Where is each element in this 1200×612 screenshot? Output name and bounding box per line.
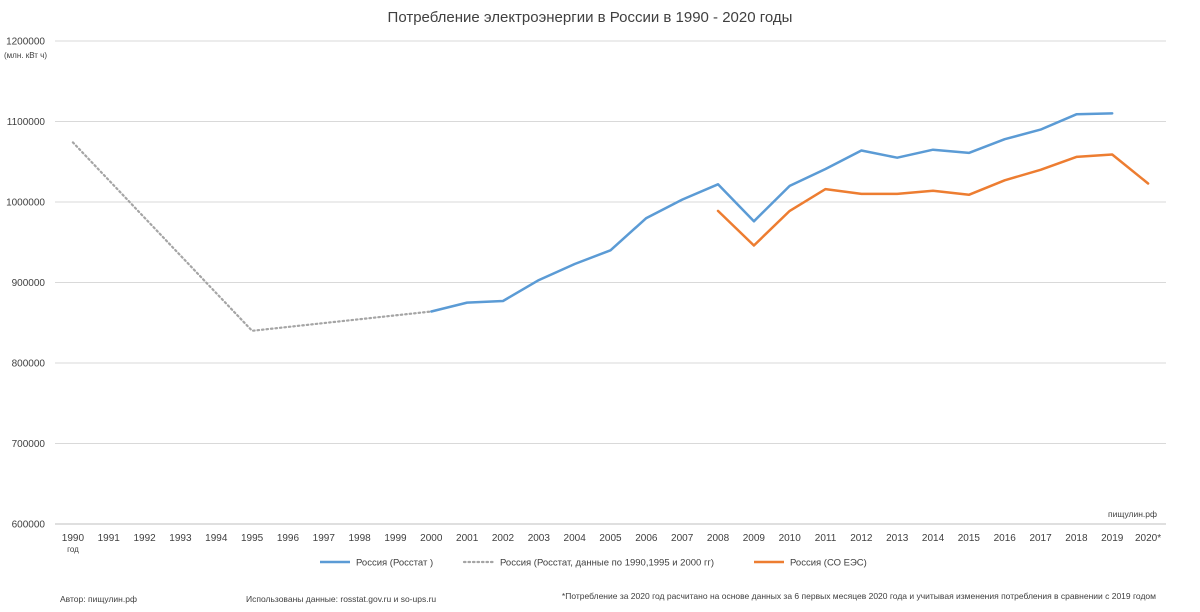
y-tick-label: 900000: [12, 278, 46, 289]
x-tick-label: 2013: [886, 533, 909, 544]
legend-label: Россия (Росстат ): [356, 558, 433, 569]
footer-author: Автор: пищулин.рф: [60, 594, 137, 604]
series-line-0: [430, 112, 1114, 313]
footer-note: *Потребление за 2020 год расчитано на ос…: [562, 591, 1156, 601]
x-tick-label: 1991: [98, 533, 121, 544]
x-tick-label: 1996: [277, 533, 300, 544]
series-lines: [71, 112, 1150, 332]
y-tick-label: 1200000: [6, 37, 45, 48]
x-tick-label: 2020*: [1135, 533, 1161, 544]
legend: Россия (Росстат ) Россия (Росстат, данные…: [320, 558, 867, 569]
x-axis-label: год: [67, 545, 79, 554]
x-tick-label: 2016: [994, 533, 1017, 544]
x-tick-label: 2000: [420, 533, 443, 544]
chart-watermark: пищулин.рф: [1108, 509, 1157, 519]
x-tick-label: 1990: [62, 533, 85, 544]
x-tick-label: 2010: [779, 533, 802, 544]
x-tick-label: 1994: [205, 533, 228, 544]
x-tick-label: 1995: [241, 533, 264, 544]
y-tick-label: 1000000: [6, 198, 45, 209]
x-tick-label: 2006: [635, 533, 658, 544]
x-tick-label: 2004: [564, 533, 587, 544]
x-tick-label: 2014: [922, 533, 945, 544]
legend-label: Россия (СО ЕЭС): [790, 558, 867, 569]
x-tick-label: 2012: [850, 533, 873, 544]
legend-label: Россия (Росстат, данные по 1990,1995 и 2…: [500, 558, 714, 569]
x-tick-label: 1992: [133, 533, 156, 544]
x-tick-label: 1999: [384, 533, 407, 544]
y-tick-label: 1100000: [7, 117, 46, 128]
x-tick-label: 1997: [313, 533, 336, 544]
x-tick-label: 2009: [743, 533, 766, 544]
x-tick-label: 2011: [815, 533, 837, 544]
y-tick-label: 600000: [12, 520, 46, 531]
x-tick-label: 2005: [599, 533, 622, 544]
x-axis-ticks: 1990 1991 1992 1993 1994 1995 1996 1997 1998 1999…: [62, 533, 1161, 544]
x-tick-label: 1993: [169, 533, 192, 544]
gridlines: [55, 40, 1166, 525]
y-axis-unit-label: (млн. кВт ч): [4, 51, 47, 60]
x-tick-label: 2003: [528, 533, 551, 544]
x-tick-label: 2001: [456, 533, 479, 544]
y-tick-label: 700000: [12, 439, 46, 450]
series-line-2: [716, 153, 1150, 247]
x-tick-label: 2019: [1101, 533, 1124, 544]
footer-sources: Использованы данные: rosstat.gov.ru и so…: [246, 594, 436, 604]
x-tick-label: 1998: [349, 533, 372, 544]
series-line-1: [71, 141, 433, 332]
y-tick-label: 800000: [12, 359, 46, 370]
x-tick-label: 2002: [492, 533, 515, 544]
chart-title: Потребление электроэнергии в России в 19…: [388, 9, 793, 26]
x-tick-label: 2008: [707, 533, 730, 544]
x-tick-label: 2018: [1065, 533, 1088, 544]
y-axis-ticks: 600000 700000 800000 900000 1000000 1100000 12…: [6, 37, 45, 531]
x-tick-label: 2015: [958, 533, 981, 544]
x-tick-label: 2007: [671, 533, 694, 544]
x-tick-label: 2017: [1029, 533, 1052, 544]
